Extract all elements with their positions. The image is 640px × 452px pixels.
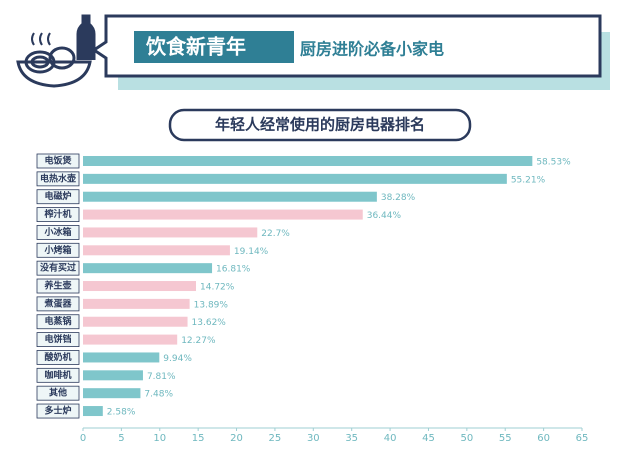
category-box: [36, 296, 80, 312]
value-label: 13.62%: [192, 318, 227, 328]
x-tick-label: 55: [499, 433, 512, 444]
banner-title-bg: [134, 31, 294, 63]
value-label: 58.53%: [536, 158, 571, 168]
bar: [83, 406, 103, 417]
category-box: [36, 153, 80, 169]
x-tick-label: 50: [460, 433, 473, 444]
x-tick-label: 25: [269, 433, 282, 444]
category-box: [36, 367, 80, 383]
x-tick-label: 45: [422, 433, 435, 444]
bar: [83, 298, 190, 309]
x-tick-label: 65: [576, 433, 589, 444]
y-tick-label: 小冰箱: [43, 226, 71, 238]
y-tick-label: 没有买过: [40, 262, 76, 274]
bar: [83, 334, 178, 345]
value-label: 16.81%: [216, 265, 251, 275]
bar: [83, 388, 141, 399]
bar: [83, 281, 197, 292]
x-tick-label: 5: [118, 433, 124, 444]
y-tick-label: 小烤箱: [43, 244, 71, 256]
x-tick-label: 15: [192, 433, 205, 444]
bar: [83, 370, 143, 381]
value-label: 12.27%: [181, 336, 216, 346]
category-box: [36, 171, 80, 187]
banner-subtitle: 厨房进阶必备小家电: [300, 40, 444, 59]
chart-title: 年轻人经常使用的厨房电器排名: [215, 116, 425, 134]
category-box: [36, 189, 80, 205]
category-box: [36, 242, 80, 258]
x-tick-label: 35: [345, 433, 358, 444]
bar: [83, 352, 160, 363]
banner-title: 饮食新青年: [145, 35, 246, 59]
x-tick-label: 10: [153, 433, 166, 444]
y-tick-label: 榨汁机: [43, 208, 71, 220]
category-box: [36, 385, 80, 401]
value-label: 13.89%: [194, 300, 229, 310]
y-tick-label: 多士炉: [44, 405, 71, 417]
value-label: 36.44%: [367, 211, 402, 221]
bar: [83, 227, 258, 238]
category-box: [36, 260, 80, 276]
x-tick-label: 40: [384, 433, 397, 444]
chart-title-box: [168, 108, 472, 142]
value-label: 22.7%: [261, 229, 290, 239]
x-tick-label: 60: [537, 433, 550, 444]
value-label: 7.48%: [144, 390, 173, 400]
value-label: 9.94%: [163, 354, 192, 364]
y-tick-label: 电蒸锅: [44, 315, 71, 327]
value-label: 38.28%: [381, 193, 416, 203]
value-label: 19.14%: [234, 247, 269, 257]
category-box: [36, 278, 80, 294]
y-tick-label: 电热水壶: [40, 172, 76, 184]
value-label: 2.58%: [107, 408, 136, 418]
icon: [16, 14, 96, 88]
y-tick-label: 电饭煲: [44, 155, 72, 167]
x-tick-label: 20: [230, 433, 243, 444]
category-box: [36, 314, 80, 330]
category-box: [36, 403, 80, 419]
y-tick-label: 煮蛋器: [43, 297, 72, 309]
y-tick-label: 咖啡机: [44, 369, 71, 381]
bar: [83, 263, 213, 274]
value-label: 55.21%: [511, 175, 546, 185]
category-box: [36, 207, 80, 222]
bar: [83, 173, 507, 184]
bar: [83, 245, 230, 256]
category-box: [36, 350, 80, 365]
y-tick-label: 养生壶: [43, 280, 71, 292]
category-box: [36, 332, 80, 348]
x-tick-label: 0: [80, 433, 86, 444]
bar: [83, 191, 377, 202]
value-label: 7.81%: [147, 372, 176, 382]
bar: [83, 156, 533, 166]
y-tick-label: 电饼铛: [44, 333, 71, 345]
category-box: [36, 225, 80, 240]
bar: [83, 209, 363, 220]
x-tick-label: 30: [307, 433, 320, 444]
y-tick-label: 电磁炉: [44, 190, 71, 202]
y-tick-label: 其他: [49, 387, 67, 399]
y-tick-label: 酸奶机: [44, 351, 71, 363]
bar: [83, 316, 188, 327]
value-label: 14.72%: [200, 283, 235, 293]
